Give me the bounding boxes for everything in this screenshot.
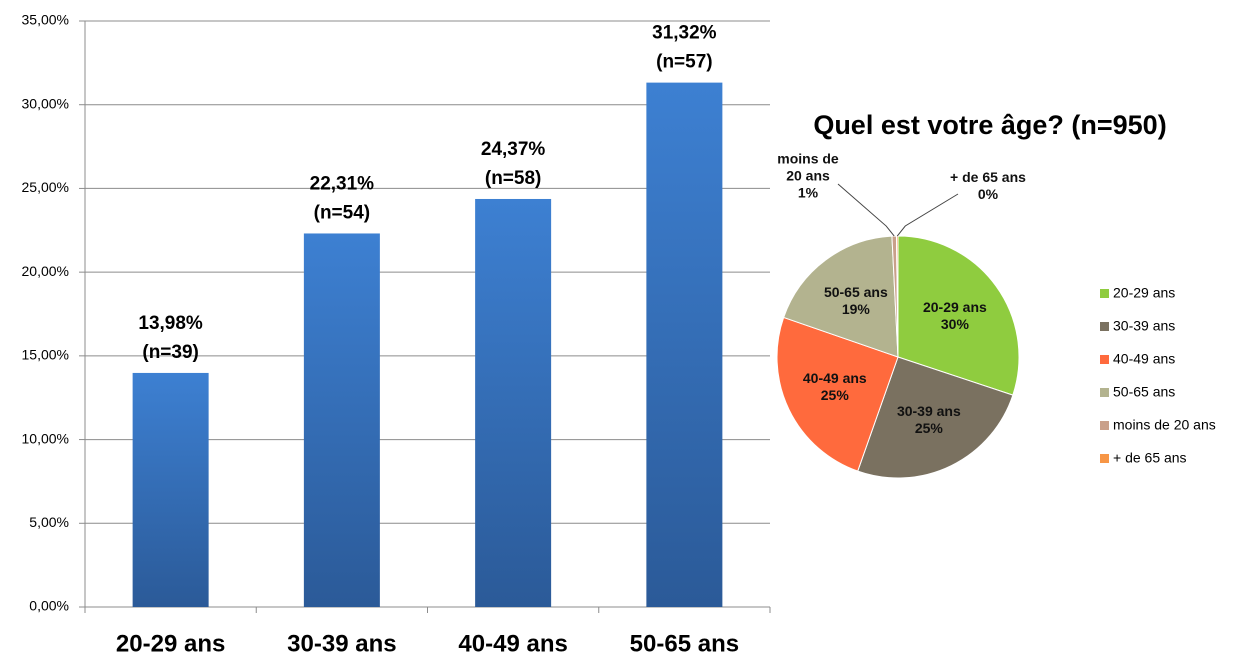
y-tick-label: 25,00% [22,179,69,195]
legend-label: moins de 20 ans [1113,417,1216,433]
pie-slice [895,235,899,358]
leader-line [837,183,895,237]
pie-title: Quel est votre âge? (n=950) [813,110,1166,140]
y-tick-label: 0,00% [29,598,69,614]
bar [475,198,552,608]
legend-swatch [1100,421,1109,430]
y-tick-label: 5,00% [29,514,69,530]
data-label: 31,32% [652,23,717,44]
legend-swatch [1100,322,1109,331]
pie-label: 50-65 ans 19% [824,284,888,318]
y-tick-label: 15,00% [22,347,69,363]
legend-label: 50-65 ans [1113,384,1175,400]
pie-label: + de 65 ans 0% [948,169,1028,203]
data-label-n: (n=39) [142,342,199,363]
data-label-n: (n=54) [314,202,371,223]
data-label-n: (n=58) [485,168,542,189]
legend-label: 40-49 ans [1113,351,1175,367]
legend-label: 20-29 ans [1113,285,1175,301]
pie-label: 30-39 ans 25% [897,403,961,437]
pie-label-name: 20-29 ans [922,298,987,315]
data-label: 13,98% [138,313,203,334]
x-tick-label: 20-29 ans [116,630,225,657]
x-tick-label: 40-49 ans [458,630,567,657]
x-tick-label: 30-39 ans [287,630,396,657]
pie-label-name: + de 65 ans [950,169,1026,185]
pie-slice [857,356,1014,479]
bar [646,82,723,608]
y-tick-label: 20,00% [22,263,69,279]
pie-label: 20-29 ans 30% [923,299,987,333]
legend-swatch [1100,388,1109,397]
legend-swatch [1100,289,1109,298]
pie-label-name: 30-39 ans [896,403,961,420]
bar [132,372,209,607]
pie-label-value: 1% [797,184,819,201]
pie-label-value: 0% [977,186,999,202]
pie-label-name: moins de 20 ans [777,150,839,184]
pie-label-value: 25% [820,387,849,404]
pie-label-value: 25% [914,420,943,437]
pie-label-value: 19% [841,300,870,317]
pie-slice [897,235,1020,396]
data-label: 22,31% [310,173,375,194]
y-tick-label: 30,00% [22,95,69,111]
y-tick-label: 35,00% [22,12,69,28]
data-label: 24,37% [481,139,546,160]
leader-line [896,193,959,237]
pie-label-name: 50-65 ans [823,283,888,300]
pie-label-name: 40-49 ans [802,370,867,387]
pie-label: 40-49 ans 25% [803,370,867,404]
legend-swatch [1100,355,1109,364]
pie-label: moins de 20 ans 1% [768,151,848,202]
y-tick-label: 10,00% [22,430,69,446]
legend-swatch [1100,454,1109,463]
bar [303,233,380,607]
legend-label: 30-39 ans [1113,318,1175,334]
data-label-n: (n=57) [656,52,713,73]
legend-label: + de 65 ans [1113,450,1187,466]
x-tick-label: 50-65 ans [630,630,739,657]
pie-label-value: 30% [940,315,969,332]
pie-slice [783,235,899,358]
pie-slice [776,316,899,472]
